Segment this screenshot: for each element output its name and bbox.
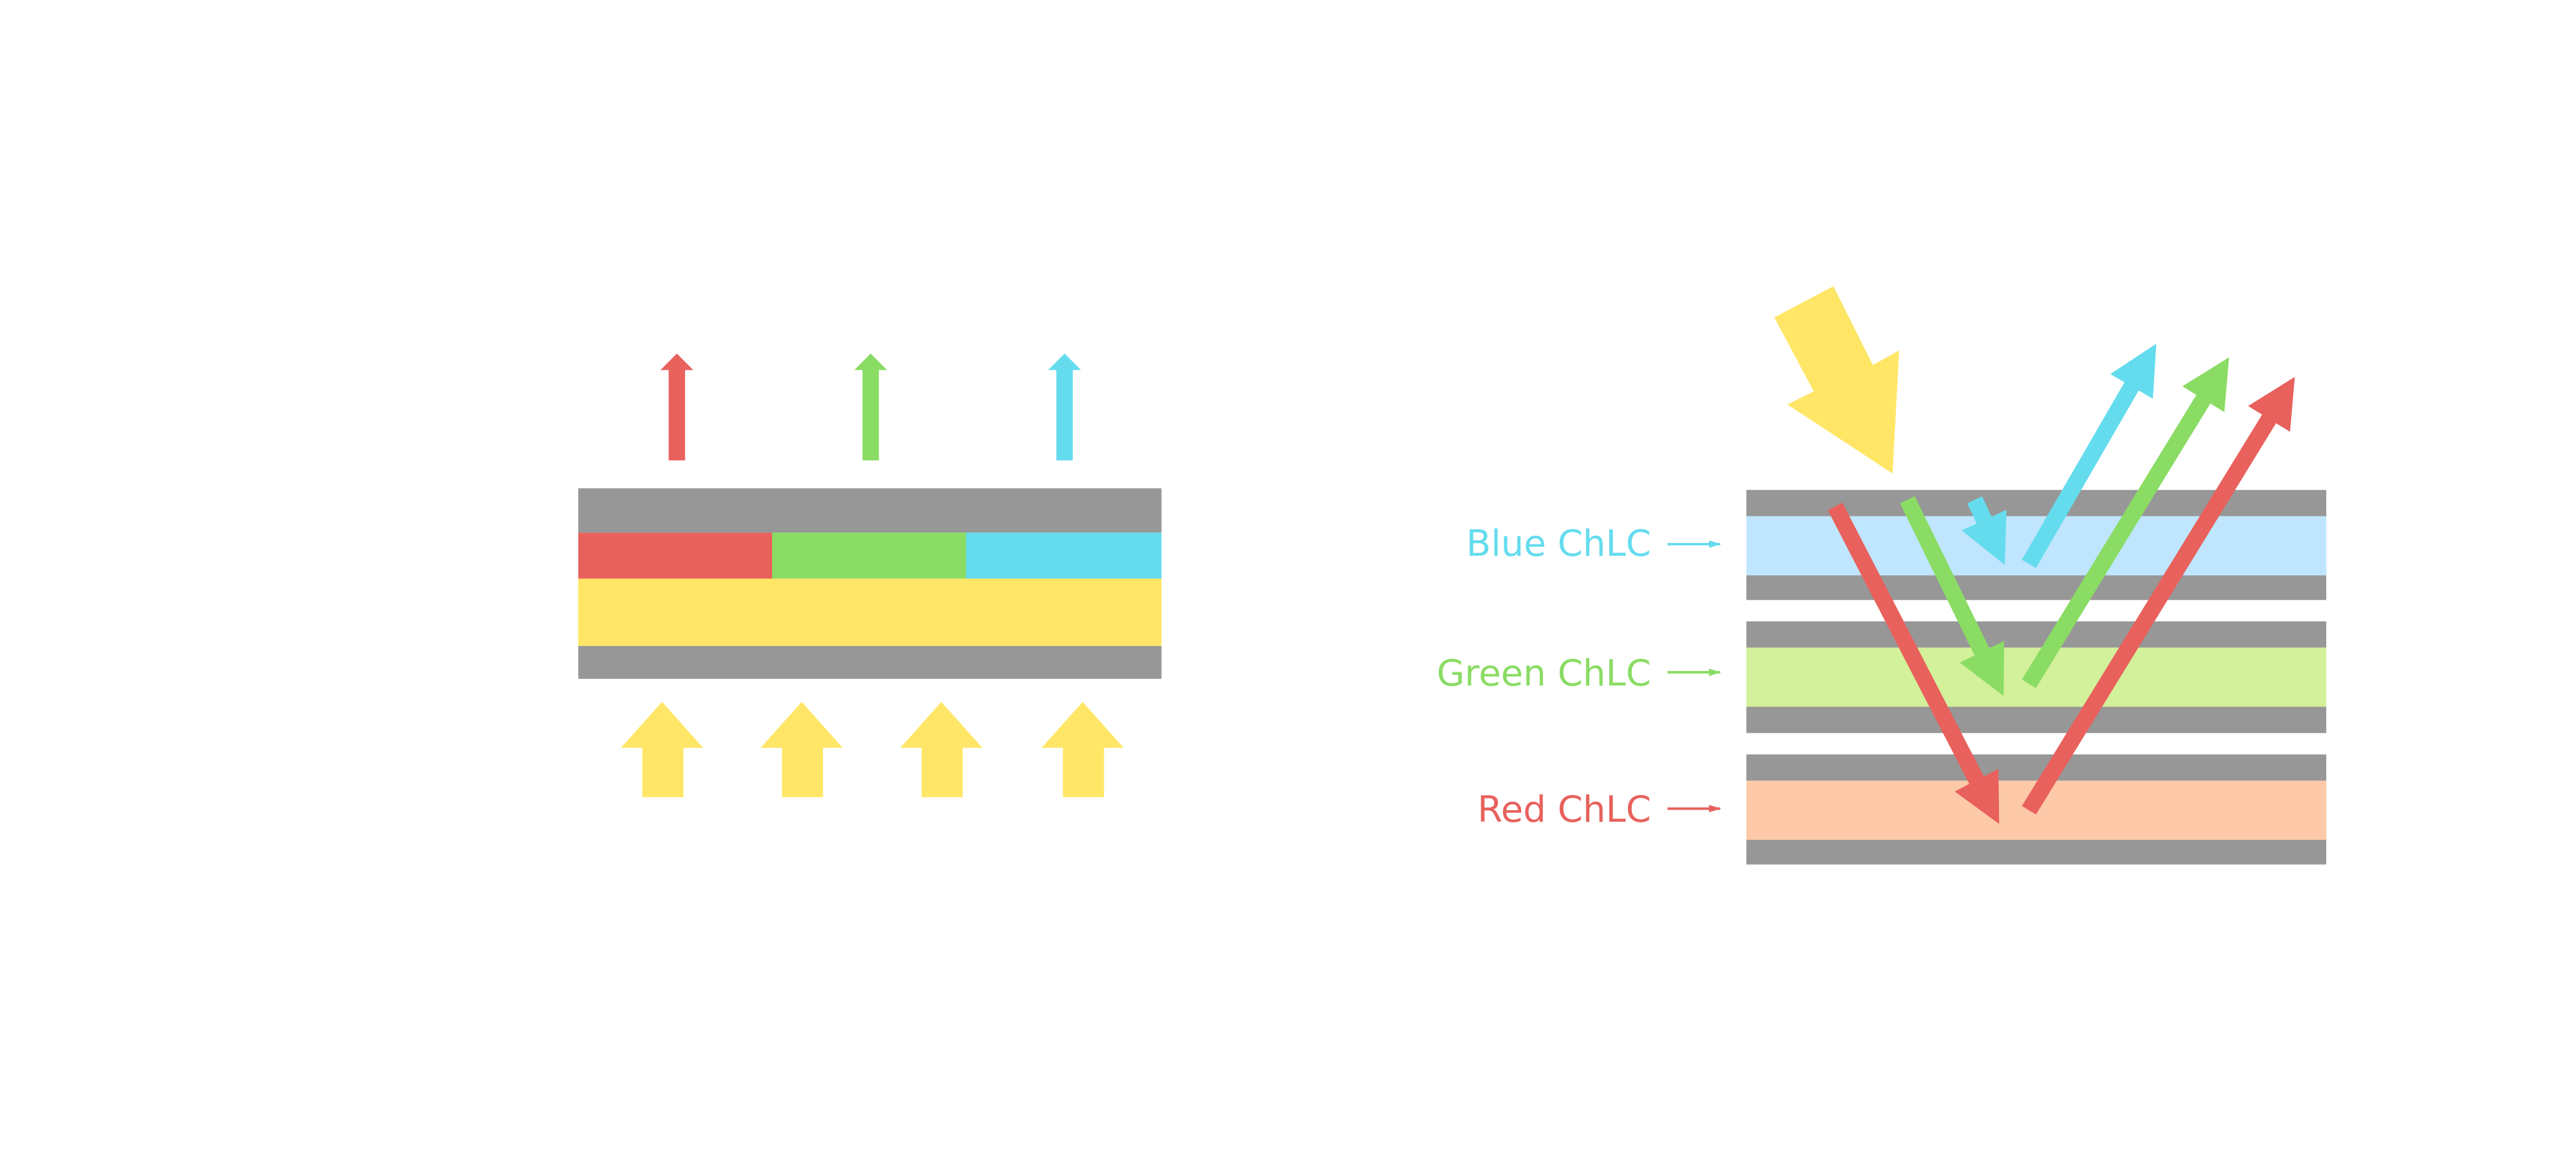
backlight-layer	[578, 578, 1162, 647]
green-incident-ray	[1900, 496, 2004, 696]
emitted-light-arrows	[660, 354, 1081, 460]
red-filter	[578, 533, 772, 579]
red-up-arrow-icon	[660, 354, 694, 460]
yellow-up-arrow-icon	[900, 701, 983, 797]
substrate	[1746, 840, 2327, 865]
layer-labels: Blue ChLC Green ChLC Red ChLC	[1437, 523, 1721, 831]
blue-chlc-label: Blue ChLC	[1466, 523, 1651, 565]
light-rays	[1828, 343, 2295, 824]
blue-incident-ray	[1962, 496, 2007, 565]
green-up-arrow-icon	[854, 354, 887, 460]
red-reflected-ray	[2022, 377, 2295, 815]
substrate	[1746, 706, 2327, 733]
emissive-stack	[578, 488, 1162, 679]
top-substrate	[578, 488, 1162, 533]
bottom-substrate	[578, 646, 1162, 679]
substrate	[1746, 575, 2327, 600]
green-chlc-label: Green ChLC	[1437, 652, 1651, 694]
blue-up-arrow-icon	[1048, 354, 1081, 460]
red-incident-ray	[1828, 502, 2000, 824]
backlight-arrows	[621, 701, 1124, 797]
substrate	[1746, 754, 2327, 781]
green-filter	[772, 533, 966, 579]
red-chlc-label: Red ChLC	[1477, 789, 1651, 831]
incident-light-arrow-icon	[1774, 286, 1899, 474]
blue-filter	[966, 533, 1162, 579]
yellow-up-arrow-icon	[621, 701, 703, 797]
blue-reflected-ray	[2022, 343, 2157, 568]
green-reflected-ray	[2022, 357, 2230, 688]
yellow-up-arrow-icon	[1041, 701, 1124, 797]
substrate	[1746, 621, 2327, 648]
yellow-up-arrow-icon	[761, 701, 843, 797]
